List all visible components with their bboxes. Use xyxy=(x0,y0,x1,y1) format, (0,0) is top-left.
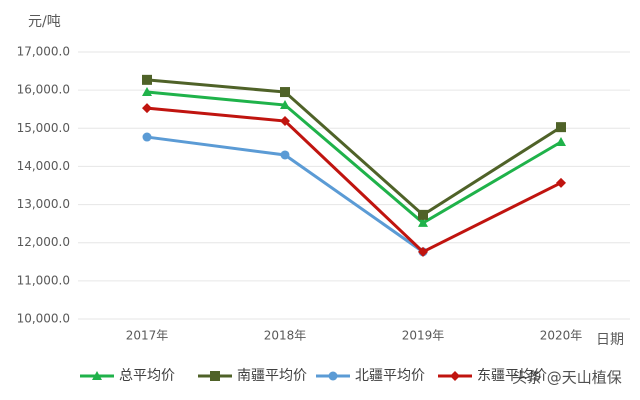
x-tick-label: 2018年 xyxy=(264,329,307,343)
data-point xyxy=(280,100,290,110)
legend-marker xyxy=(450,371,460,381)
watermark: 头条 @天山植保 xyxy=(512,369,622,387)
data-point xyxy=(556,122,566,133)
series-line xyxy=(146,78,562,217)
series-line xyxy=(146,90,562,225)
y-axis-label: 元/吨 xyxy=(28,14,61,30)
y-tick-label: 10,000.0 xyxy=(17,312,70,326)
data-point xyxy=(418,246,428,257)
y-tick-label: 17,000.0 xyxy=(17,45,70,59)
y-tick-label: 14,000.0 xyxy=(17,159,70,173)
y-tick-label: 13,000.0 xyxy=(17,197,70,211)
y-tick-label: 16,000.0 xyxy=(17,83,70,97)
y-tick-label: 15,000.0 xyxy=(17,121,70,135)
x-tick-label: 2019年 xyxy=(402,329,445,343)
legend-marker xyxy=(328,371,338,381)
legend-label: 总平均价 xyxy=(119,368,175,384)
data-point xyxy=(142,74,152,85)
data-point xyxy=(142,103,152,114)
x-axis-label: 日期 xyxy=(596,332,624,348)
data-point xyxy=(280,150,290,160)
x-tick-label: 2017年 xyxy=(126,329,169,343)
data-point xyxy=(556,137,566,147)
legend-marker xyxy=(92,371,102,380)
data-point xyxy=(280,116,290,127)
series-line xyxy=(146,106,562,254)
data-point xyxy=(418,217,428,227)
data-point xyxy=(142,87,152,97)
legend-label: 南疆平均价 xyxy=(237,368,307,384)
x-tick-label: 2020年 xyxy=(540,329,583,343)
legend-label: 北疆平均价 xyxy=(355,368,425,384)
data-point xyxy=(142,132,152,142)
legend-label: 东疆平均价 xyxy=(477,368,547,384)
data-point xyxy=(418,209,428,220)
data-point xyxy=(556,177,566,188)
data-point xyxy=(280,87,290,98)
y-tick-label: 11,000.0 xyxy=(17,273,70,287)
legend-marker xyxy=(210,371,220,381)
y-tick-label: 12,000.0 xyxy=(17,235,70,249)
